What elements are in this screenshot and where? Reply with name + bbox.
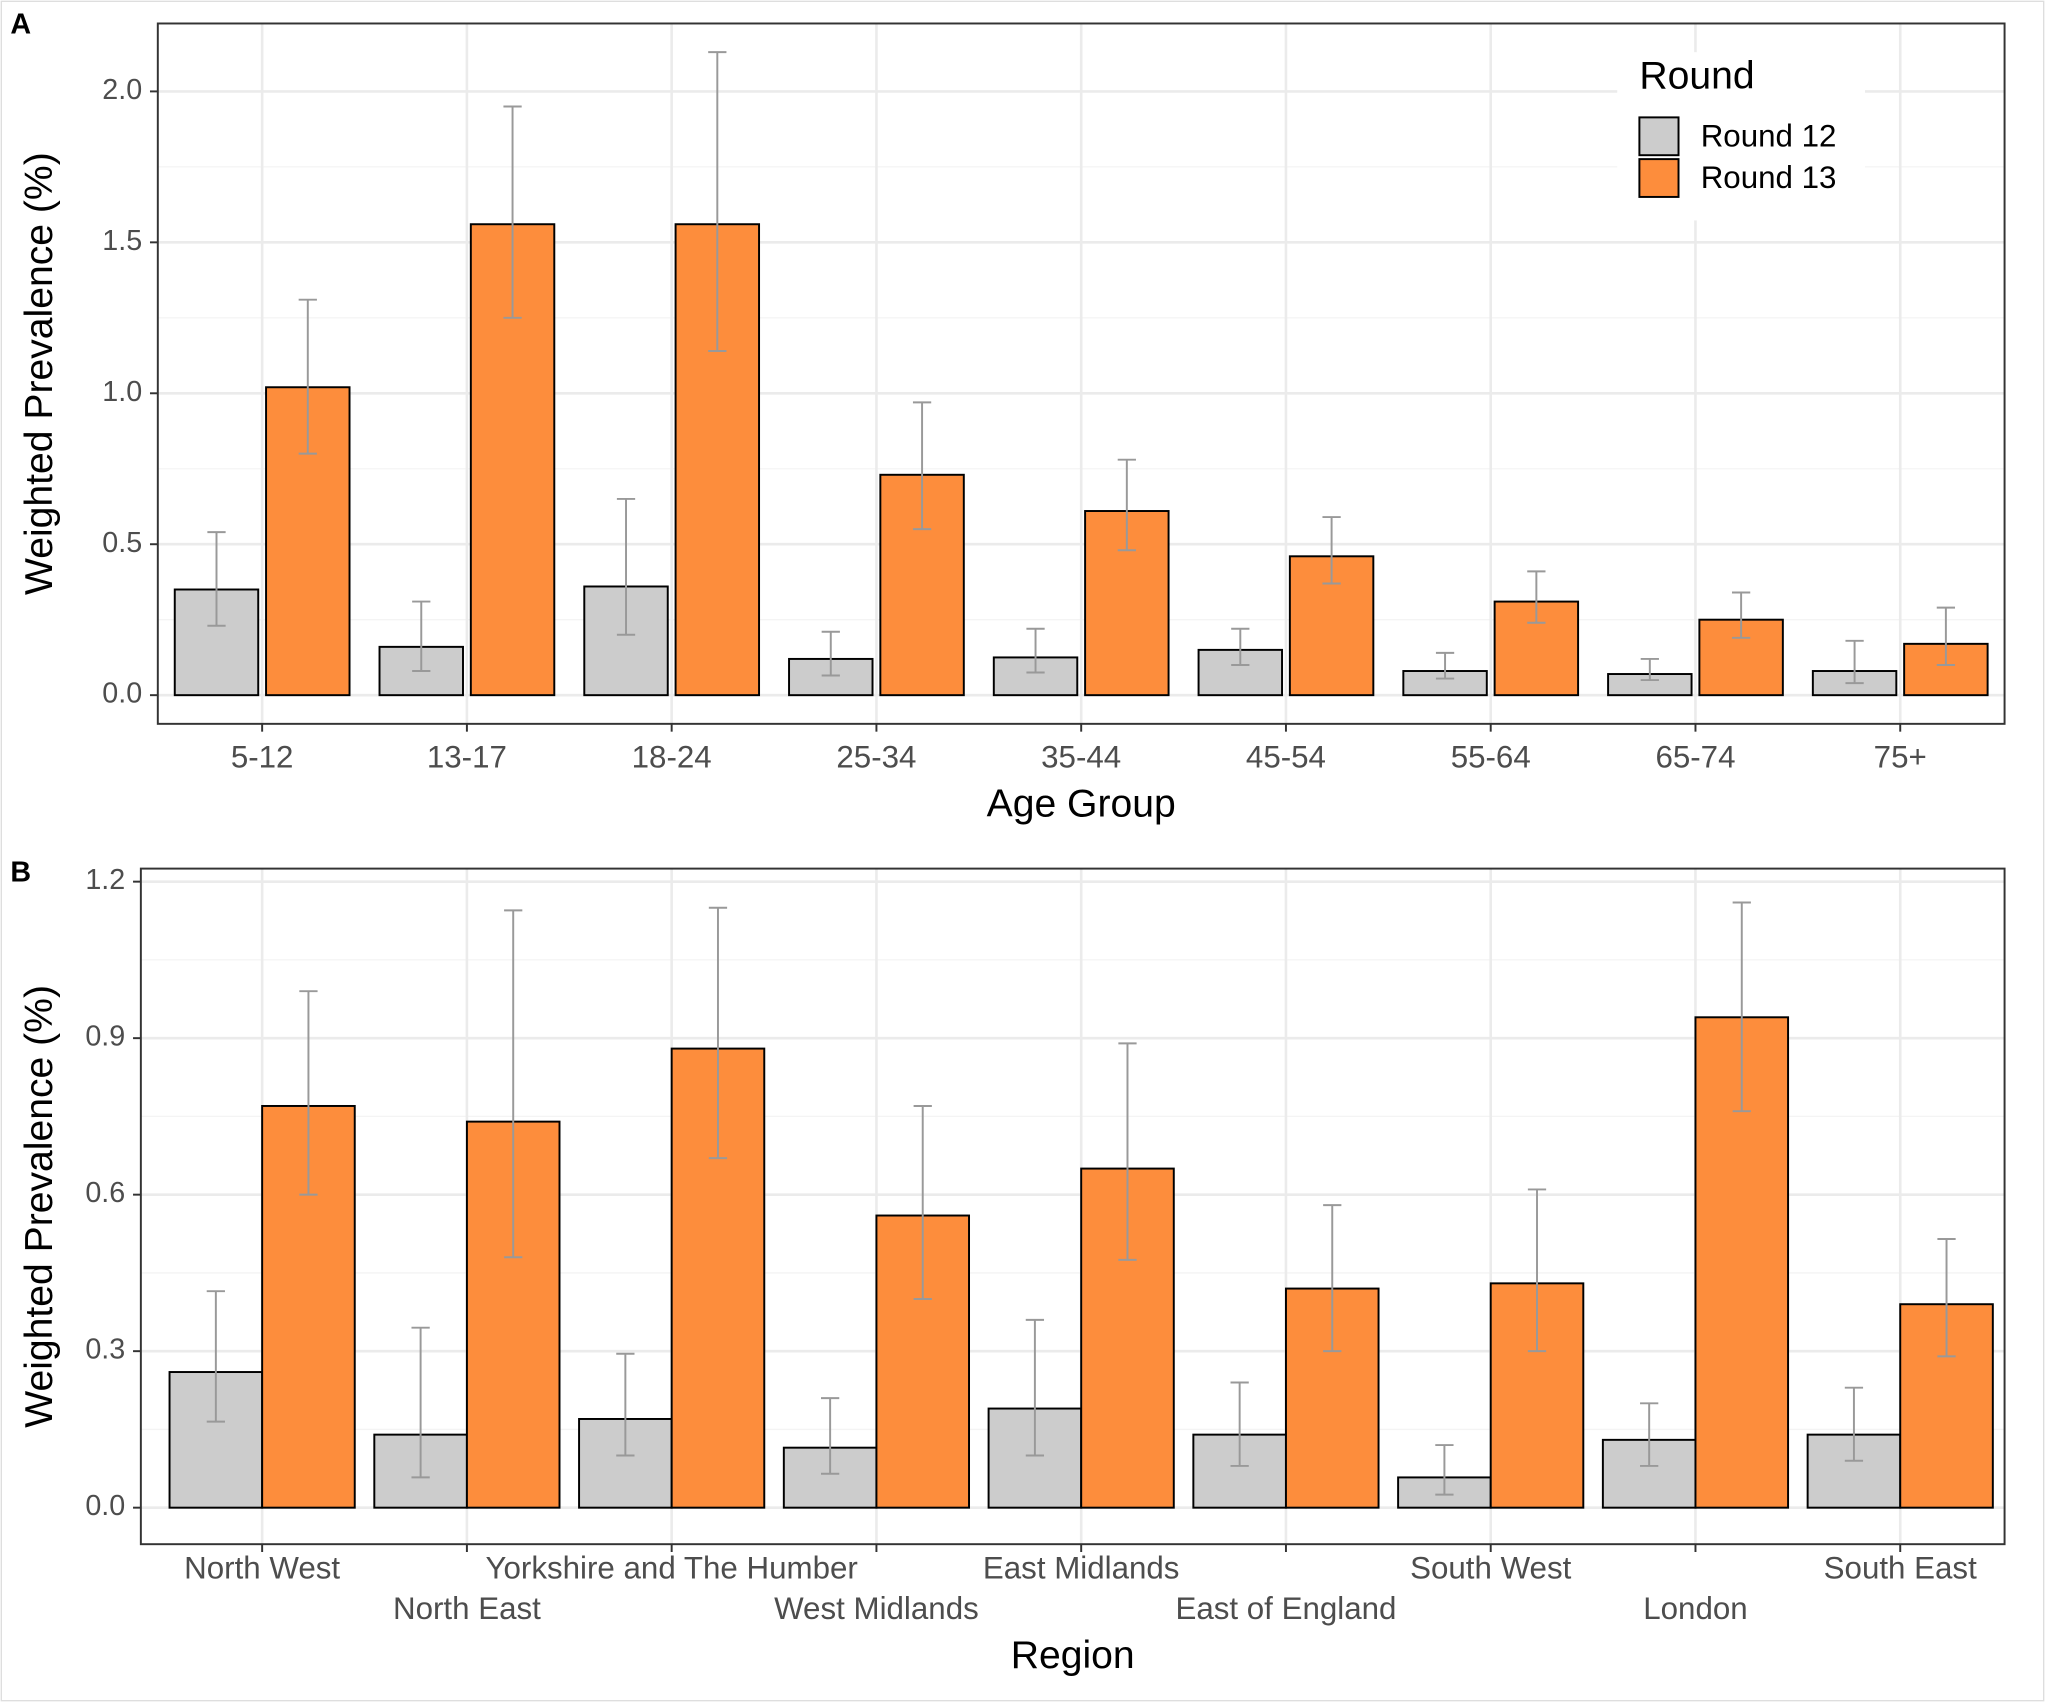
y-tick-label: 0.0	[102, 678, 142, 710]
y-axis-title: Weighted Prevalence (%)	[18, 985, 61, 1428]
error-bar	[1117, 458, 1136, 552]
error-bar	[616, 1352, 635, 1457]
error-bar	[708, 51, 727, 352]
error-bar	[1025, 1318, 1045, 1457]
error-bar	[1732, 901, 1751, 1113]
error-bar	[503, 105, 522, 319]
x-tick-label: 55-64	[1451, 739, 1531, 774]
error-bar	[1323, 1204, 1342, 1353]
error-bar	[1936, 606, 1956, 666]
error-bar	[411, 1326, 430, 1479]
error-bar	[412, 600, 431, 672]
y-tick-label: 1.2	[85, 864, 125, 896]
y-tick-label: 0.3	[85, 1334, 125, 1366]
x-tick-label: West Midlands	[774, 1591, 979, 1626]
x-tick-label: North West	[184, 1551, 340, 1586]
legend-key	[1638, 158, 1680, 198]
error-bar	[1640, 657, 1659, 682]
y-tick-label: 1.5	[102, 225, 142, 257]
x-tick-label: 13-17	[427, 739, 507, 774]
error-bar	[1118, 1042, 1137, 1261]
x-tick-label: 45-54	[1246, 739, 1326, 774]
error-bar	[1844, 1386, 1864, 1462]
legend-label: Round 12	[1701, 119, 1837, 154]
legend-key	[1638, 116, 1680, 157]
error-bar	[616, 497, 636, 636]
y-axis-title: Weighted Prevalence (%)	[18, 152, 61, 595]
x-tick-label: Yorkshire and The Humber	[486, 1551, 858, 1586]
legend-title: Round	[1639, 55, 1754, 98]
error-bar	[1230, 1381, 1249, 1467]
error-bar	[1640, 1402, 1659, 1467]
panel-label: B	[10, 856, 31, 888]
error-bar	[708, 906, 728, 1160]
x-tick-label: East of England	[1175, 1591, 1396, 1626]
x-tick-label: East Midlands	[983, 1551, 1180, 1586]
error-bar	[1231, 627, 1250, 666]
x-tick-label: 75+	[1874, 739, 1927, 774]
x-tick-label: 25-34	[836, 739, 916, 774]
error-bar	[299, 990, 318, 1196]
error-bar	[206, 1290, 225, 1423]
error-bar	[1322, 516, 1341, 585]
x-axis-title: Region	[1011, 1634, 1135, 1677]
error-bar	[1527, 570, 1546, 624]
error-bar	[298, 298, 317, 455]
error-bar	[207, 531, 226, 627]
y-tick-label: 0.0	[85, 1490, 125, 1522]
x-tick-label: London	[1643, 1591, 1747, 1626]
bar	[1197, 648, 1284, 697]
error-bar	[504, 909, 523, 1259]
x-axis-title: Age Group	[987, 782, 1176, 825]
error-bar	[1435, 651, 1455, 680]
x-tick-label: 65-74	[1655, 739, 1735, 774]
panel-label: A	[10, 9, 31, 41]
y-tick-label: 0.5	[102, 527, 142, 559]
x-tick-label: 18-24	[632, 739, 712, 774]
y-tick-label: 2.0	[102, 74, 142, 106]
y-tick-label: 0.9	[85, 1021, 125, 1053]
x-tick-label: North East	[393, 1591, 541, 1626]
error-bar	[1937, 1238, 1956, 1358]
x-tick-label: South East	[1824, 1551, 1977, 1586]
x-tick-label: 5-12	[231, 739, 294, 774]
error-bar	[1527, 1188, 1547, 1353]
y-tick-label: 1.0	[102, 376, 142, 408]
error-bar	[1845, 639, 1864, 685]
y-tick-label: 0.6	[85, 1177, 125, 1209]
plot-border	[139, 867, 2006, 1546]
error-bar	[913, 1104, 932, 1300]
error-bar	[1435, 1444, 1454, 1496]
error-bar	[820, 1397, 840, 1475]
error-bar	[912, 401, 932, 531]
error-bar	[1026, 627, 1045, 674]
x-tick-label: 35-44	[1041, 739, 1121, 774]
x-tick-label: South West	[1410, 1551, 1572, 1586]
error-bar	[821, 630, 840, 677]
legend-label: Round 13	[1701, 160, 1837, 195]
error-bar	[1731, 591, 1751, 639]
